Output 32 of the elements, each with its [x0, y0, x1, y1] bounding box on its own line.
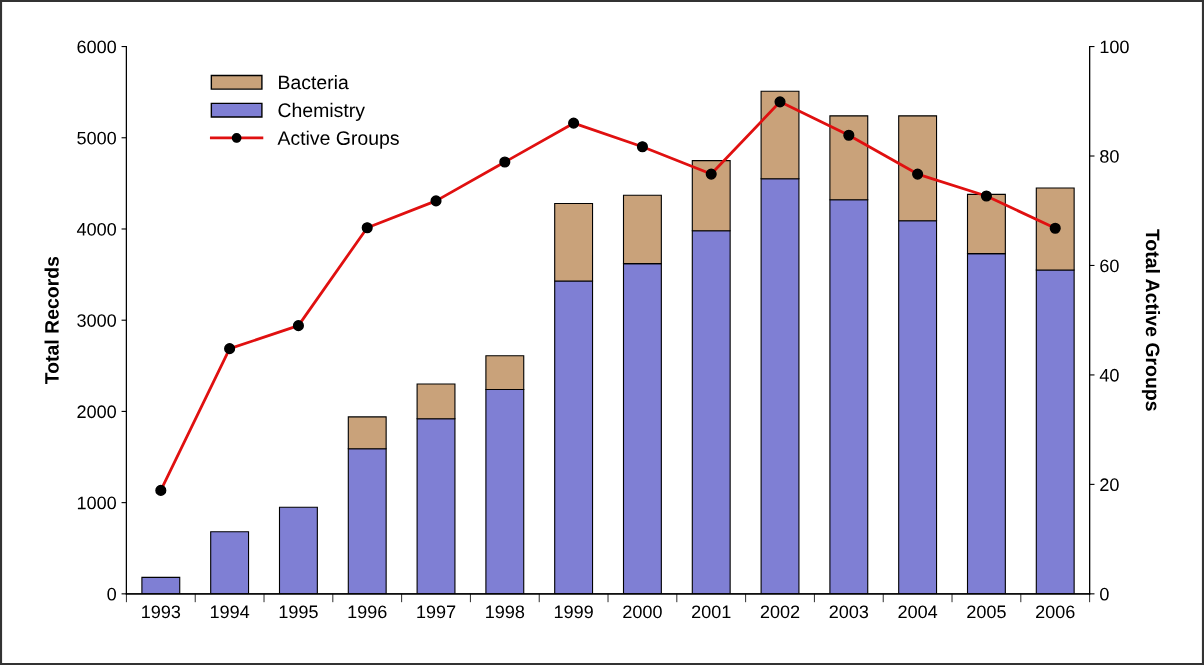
y-tick-label: 4000: [76, 222, 116, 236]
x-tick-label: 1995: [279, 605, 318, 619]
y2-tick-label: 80: [1100, 149, 1119, 163]
y-tick-label: 0: [107, 587, 116, 601]
y2-tick-label: 60: [1100, 259, 1119, 273]
x-tick-label: 2006: [1036, 605, 1075, 619]
legend-label: Active Groups: [277, 130, 399, 149]
y-tick-label: 5000: [77, 131, 116, 145]
y-tick-label: 2000: [77, 405, 116, 419]
x-tick-label: 1996: [348, 605, 387, 619]
legend-label: Chemistry: [278, 102, 365, 121]
x-tick-label: 1993: [142, 605, 181, 619]
x-tick-label: 1997: [417, 605, 456, 619]
x-tick-label: 1999: [554, 605, 593, 619]
x-tick-label: 2004: [898, 605, 938, 619]
x-tick-label: 2002: [760, 605, 800, 619]
legend-label: Bacteria: [279, 75, 349, 90]
x-tick-label: 1994: [210, 605, 250, 619]
y2-tick-label: 40: [1099, 368, 1119, 382]
y2-tick-label: 0: [1100, 587, 1109, 601]
x-tick-label: 2005: [967, 605, 1006, 619]
x-tick-label: 1998: [486, 605, 525, 619]
y-tick-label: 1000: [77, 496, 116, 510]
y-tick-label: 3000: [77, 314, 116, 327]
y2-axis-title: Total Active Groups: [1141, 229, 1161, 411]
y2-tick-label: 20: [1100, 478, 1119, 492]
x-tick-label: 2001: [692, 605, 731, 619]
x-tick-label: 2003: [829, 605, 869, 619]
x-tick-label: 2000: [623, 605, 662, 619]
y2-tick-label: 100: [1100, 40, 1129, 54]
y-tick-label: 6000: [77, 40, 116, 54]
y-axis-title: Total Records: [44, 256, 59, 385]
